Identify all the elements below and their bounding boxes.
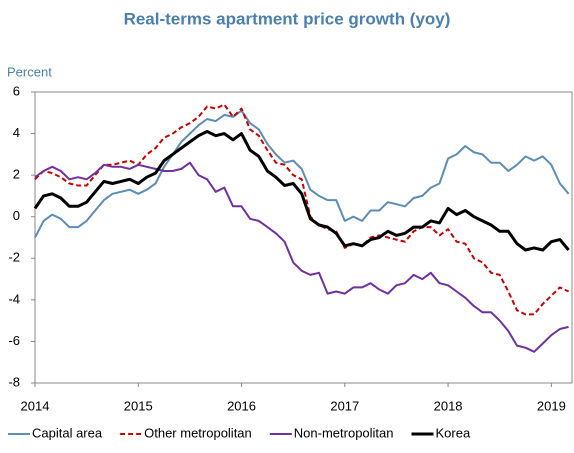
y-tick-label: -8 (8, 374, 20, 389)
series-line (34, 109, 570, 238)
series-line (33, 130, 570, 252)
y-tick-label: 2 (13, 167, 20, 182)
legend-label: Korea (436, 425, 471, 440)
y-tick-label: 4 (13, 125, 20, 140)
series-line (34, 103, 570, 316)
y-tick-label: -2 (8, 250, 20, 265)
x-tick-label: 2015 (124, 398, 153, 413)
plot-frame (34, 91, 573, 384)
legend-label: Non-metropolitan (294, 425, 394, 440)
legend-label: Other metropolitan (144, 425, 252, 440)
x-tick-label: 2019 (537, 398, 566, 413)
y-tick-label: -6 (8, 333, 20, 348)
y-tick-label: 0 (13, 208, 20, 223)
x-tick-label: 2017 (330, 398, 359, 413)
legend-label: Capital area (32, 425, 103, 440)
y-tick-label: 6 (13, 83, 20, 98)
x-tick-label: 2018 (434, 398, 463, 413)
y-axis-label: Percent (7, 64, 52, 79)
chart-title: Real-terms apartment price growth (yoy) (124, 9, 451, 28)
series-line (34, 161, 569, 353)
x-tick-label: 2014 (21, 398, 50, 413)
x-tick-label: 2016 (227, 398, 256, 413)
y-tick-label: -4 (8, 291, 20, 306)
